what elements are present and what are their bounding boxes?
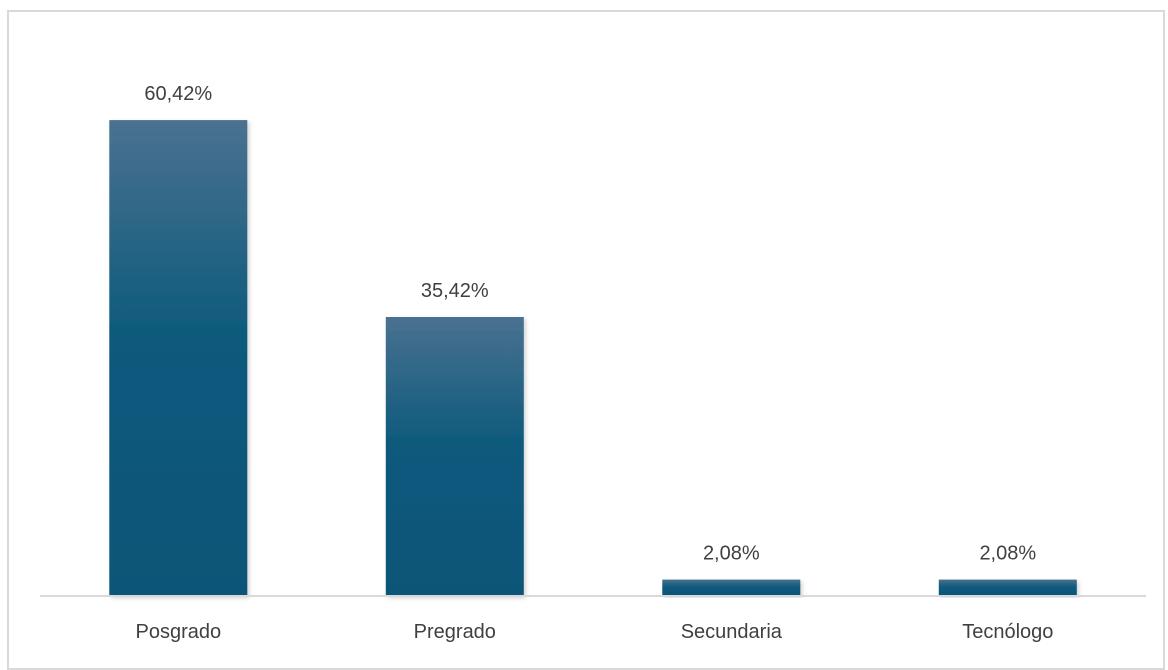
data-label-pregrado: 35,42% [421,280,489,302]
x-tick-label-tecnólogo: Tecnólogo [962,621,1053,643]
bars-layer [109,120,1077,596]
data-label-tecnólogo: 2,08% [979,543,1036,565]
x-tick-label-posgrado: Posgrado [135,621,221,643]
x-tick-label-secundaria: Secundaria [681,621,783,643]
data-label-secundaria: 2,08% [703,543,760,565]
bar-tecnólogo [938,579,1077,596]
bar-pregrado [385,317,524,596]
data-label-posgrado: 60,42% [144,83,212,105]
bar-secundaria [662,579,801,596]
labels-layer: 60,42% Posgrado 35,42% Pregrado 2,08% Secunda… [135,83,1053,643]
bar-posgrado [109,120,248,596]
x-tick-label-pregrado: Pregrado [414,621,496,643]
